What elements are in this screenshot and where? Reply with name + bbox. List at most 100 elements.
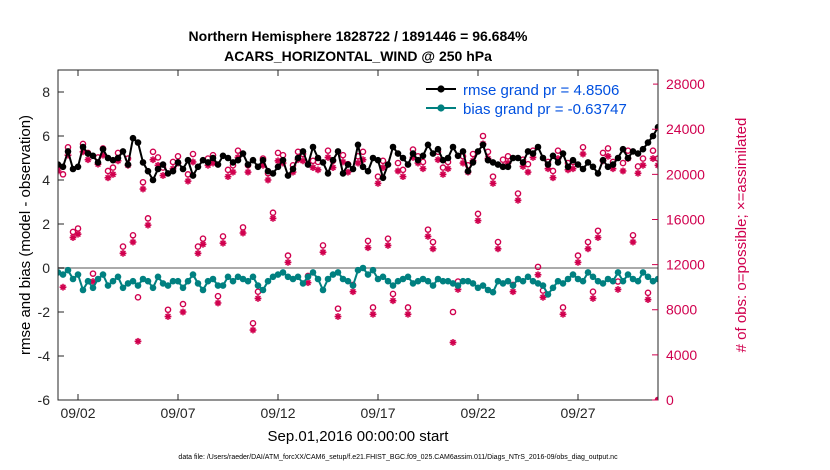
obs-assimilated-point [654,161,658,169]
bias-point [334,269,342,276]
obs-assimilated-point [614,286,622,293]
rmse-point [149,176,157,184]
rmse-point [755,155,762,162]
obs-assimilated-stroke [535,271,541,278]
legend-bias-label: bias grand pr = -0.63747 [463,101,627,118]
rmse-point [109,156,117,164]
obs-assimilated-point [790,231,797,238]
bias-point [599,280,607,287]
obs-assimilated-stroke [435,156,441,163]
x-tick-label: 09/22 [460,405,495,421]
bias-point [309,269,317,276]
obs-assimilated-point [644,296,652,303]
bias-point [680,274,687,281]
obs-assimilated-stroke [250,327,256,334]
bias-point [675,278,682,285]
bias-point [419,275,427,283]
obs-assimilated-stroke [676,278,681,283]
obs-possible-point [780,155,785,160]
obs-assimilated-point [539,293,547,301]
bias-point [224,273,232,281]
obs-possible-point [665,230,670,235]
rmse-point [84,150,92,157]
end-marker [654,396,658,400]
bias-point [234,273,242,281]
obs-assimilated-stroke [105,174,111,181]
obs-assimilated-stroke [751,275,756,280]
obs-assimilated-stroke [255,295,261,302]
rmse-point [805,159,812,166]
rmse-point [364,167,372,175]
rmse-point [354,141,362,149]
obs-assimilated-point [419,165,427,173]
rmse-point [224,154,232,162]
bias-point [609,277,617,285]
rmse-point [569,156,577,164]
rmse-point [269,170,277,177]
obs-assimilated-stroke [240,230,246,236]
bias-point [439,277,447,285]
rmse-point [484,156,492,164]
bias-point [484,286,492,294]
bias-point [604,275,612,283]
obs-possible-point [474,210,482,218]
bias-point [685,280,692,287]
obs-assimilated-point [219,239,227,247]
obs-assimilated-point [795,253,802,260]
obs-possible-point [770,150,775,155]
bias-point [639,269,647,276]
bias-point [770,269,777,276]
rmse-point [574,161,582,168]
obs-assimilated-point [189,158,197,166]
obs-possible-point [479,132,487,140]
bias-point [99,271,107,278]
x-tick-label: 09/12 [260,405,295,421]
rmse-point [464,167,472,175]
obs-assimilated-point [574,258,582,266]
obs-assimilated-stroke [315,166,321,173]
obs-assimilated-stroke [796,254,801,259]
bias-point [154,273,162,281]
obs-possible-point [174,153,182,160]
obs-assimilated-stroke [821,160,826,165]
rmse-point [374,156,382,164]
obs-assimilated-point [59,283,67,291]
obs-assimilated-stroke [701,284,706,289]
rmse-point [134,139,142,146]
obs-assimilated-point [680,157,687,164]
obs-assimilated-point [389,297,397,305]
obs-assimilated-stroke [751,275,756,280]
obs-assimilated-point [249,326,257,334]
obs-assimilated-point [649,155,657,162]
obs-assimilated-point [404,310,412,318]
bias-point [189,271,197,278]
rmse-point [69,165,77,173]
obs-assimilated-point [665,236,672,243]
obs-assimilated-stroke [721,298,726,303]
obs-assimilated-point [429,245,437,253]
obs-assimilated-stroke [711,161,716,166]
obs-assimilated-stroke [771,157,776,162]
obs-assimilated-point [324,154,332,161]
obs-assimilated-stroke [575,259,581,266]
bias-point [584,269,592,276]
bias-point [670,285,677,292]
obs-assimilated-stroke [425,233,431,240]
rmse-point [649,132,657,140]
bias-point [409,280,417,287]
bias-point [624,271,632,278]
obs-possible-point [179,300,187,308]
obs-assimilated-stroke [671,191,676,196]
y-axis-label-right: # of obs: o=possible; ×=assimilated [733,118,750,353]
rmse-point [264,167,272,175]
obs-assimilated-stroke [560,311,566,318]
obs-assimilated-point [284,258,292,266]
obs-assimilated-point [229,168,237,176]
obs-assimilated-stroke [490,180,496,187]
bias-point [149,284,157,292]
obs-possible-point [369,304,377,311]
obs-assimilated-stroke [716,280,721,285]
rmse-point [765,164,772,171]
bias-point [259,286,267,294]
